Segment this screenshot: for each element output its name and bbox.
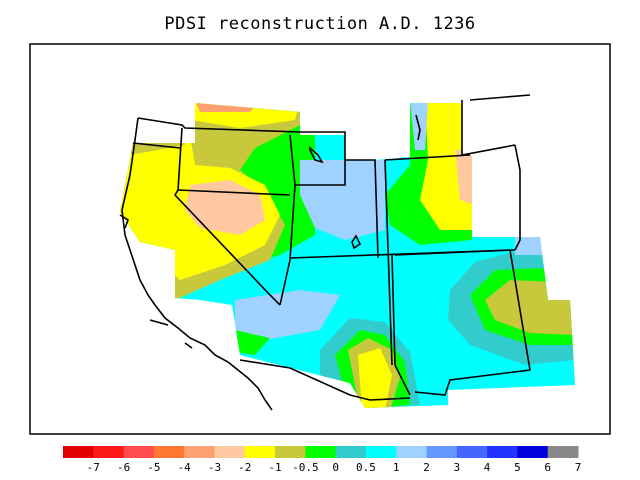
mexico-border	[239, 359, 411, 401]
legend-label: 2	[423, 461, 430, 474]
legend-label: 5	[514, 461, 521, 474]
canada-border	[137, 117, 346, 135]
nebraska-border	[514, 144, 521, 251]
legend-label: -0.5	[292, 461, 319, 474]
legend-label: -4	[178, 461, 192, 474]
oregon-idaho-border	[177, 127, 183, 191]
coastline	[121, 117, 273, 411]
nevada-utah-border	[279, 134, 296, 306]
legend-swatch	[63, 446, 94, 458]
legend-swatch	[214, 446, 246, 458]
lake-north	[415, 114, 421, 141]
wyoming-border	[345, 159, 379, 259]
legend-label: -7	[87, 461, 100, 474]
legend-label: 1	[393, 461, 400, 474]
legend-swatch	[365, 446, 397, 458]
legend-label: -2	[238, 461, 251, 474]
great-salt-lake	[309, 146, 324, 164]
legend-label: 6	[544, 461, 551, 474]
contour-2-east	[515, 237, 545, 255]
oregon-california-border	[132, 142, 181, 149]
contour-0-west	[235, 330, 270, 355]
contour-north-dry	[195, 103, 260, 112]
legend-swatch	[487, 446, 518, 458]
lake-icon	[351, 234, 362, 250]
legend-swatch	[456, 446, 488, 458]
island-1	[149, 319, 169, 326]
canada-border-east	[469, 94, 531, 101]
legend-swatch	[305, 446, 337, 458]
legend-swatch	[93, 446, 125, 458]
california-nevada-border	[174, 189, 281, 306]
legend-swatch	[153, 446, 185, 458]
arizona-newmexico-border	[391, 254, 411, 396]
legend-swatch	[547, 446, 579, 458]
contour-neg0-5-south	[358, 348, 392, 408]
legend-label: 7	[575, 461, 582, 474]
colorado-newmexico-border	[394, 249, 511, 256]
legend-label: -1	[268, 461, 281, 474]
legend-swatch	[396, 446, 428, 458]
legend-swatch	[275, 446, 306, 458]
legend-swatch	[244, 446, 276, 458]
texas-border	[414, 249, 531, 396]
legend-label: 3	[454, 461, 461, 474]
contour-2	[300, 160, 385, 240]
legend-label: 0.5	[356, 461, 376, 474]
legend-label: 0	[332, 461, 339, 474]
sf-bay	[119, 214, 129, 229]
island-2	[184, 342, 193, 349]
legend-swatch	[426, 446, 458, 458]
map-title: PDSI reconstruction A.D. 1236	[164, 14, 476, 34]
legend-label: 4	[484, 461, 491, 474]
contour-2-west	[235, 290, 340, 340]
boundaries	[119, 94, 531, 411]
wyoming-colorado-border	[384, 154, 471, 161]
utah-north-border	[295, 135, 346, 186]
nevada-idaho-border	[177, 189, 291, 196]
legend-label: -6	[117, 461, 130, 474]
dakota-border	[461, 100, 516, 156]
legend-swatch	[123, 446, 155, 458]
legend-swatch	[184, 446, 215, 458]
legend-label: -3	[208, 461, 221, 474]
legend-label: -5	[147, 461, 160, 474]
legend-swatch	[335, 446, 367, 458]
contour-neg2-north	[455, 150, 475, 205]
legend-swatch	[517, 446, 549, 458]
utah-colorado-border	[384, 159, 393, 366]
